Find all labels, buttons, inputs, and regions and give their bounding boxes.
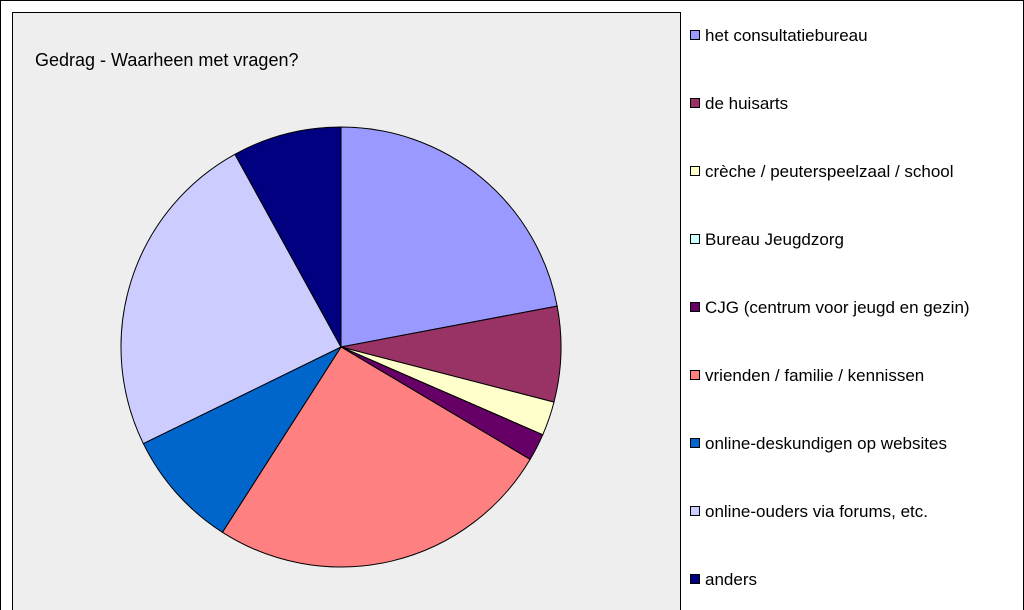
legend-label: CJG (centrum voor jeugd en gezin) (705, 298, 970, 317)
legend-item: CJG (centrum voor jeugd en gezin) (690, 294, 1020, 321)
legend-item: de huisarts (690, 90, 1020, 117)
pie-slice (221, 346, 531, 568)
legend-swatch (690, 302, 700, 312)
legend-label: anders (705, 570, 757, 589)
legend-swatch (690, 166, 700, 176)
pie-slice (234, 126, 342, 348)
legend-label: het consultatiebureau (705, 26, 868, 45)
pie-slice (120, 153, 342, 445)
chart-title: Gedrag - Waarheen met vragen? (35, 50, 298, 70)
legend-label: de huisarts (705, 94, 789, 113)
pie-slice (340, 126, 558, 348)
legend-item: online-ouders via forums, etc. (690, 498, 1020, 525)
legend-swatch (690, 30, 700, 40)
legend-label: Bureau Jeugdzorg (705, 230, 844, 249)
legend-item: crèche / peuterspeelzaal / school (690, 158, 1020, 185)
legend-swatch (690, 506, 700, 516)
legend-label: crèche / peuterspeelzaal / school (705, 162, 954, 181)
legend-swatch (690, 370, 700, 380)
legend-item: online-deskundigen op websites (690, 430, 1020, 457)
legend-label: online-ouders via forums, etc. (705, 502, 928, 521)
legend-swatch (690, 234, 700, 244)
legend-label: vrienden / familie / kennissen (705, 366, 925, 385)
legend-item: het consultatiebureau (690, 22, 1020, 49)
legend-item: Bureau Jeugdzorg (690, 226, 1020, 253)
pie-slice (142, 345, 343, 534)
legend-item: anders (690, 566, 1020, 593)
legend-label: online-deskundigen op websites (705, 434, 947, 453)
legend-swatch (690, 98, 700, 108)
legend-swatch (690, 574, 700, 584)
legend-swatch (690, 438, 700, 448)
legend-item: vrienden / familie / kennissen (690, 362, 1020, 389)
